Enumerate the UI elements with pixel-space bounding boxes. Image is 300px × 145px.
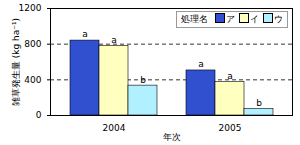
svg-text:800: 800: [24, 39, 41, 49]
html-text:処理名: 処理名: [181, 14, 208, 24]
svg-text:b: b: [256, 98, 262, 108]
svg-text:雑草発生量 (kg ha⁻¹): 雑草発生量 (kg ha⁻¹): [11, 18, 21, 106]
svg-text:年次: 年次: [163, 132, 181, 142]
svg-text:b: b: [140, 75, 146, 85]
svg-text:a: a: [227, 71, 233, 81]
svg-text:2004: 2004: [103, 123, 126, 133]
svg-text:a: a: [111, 35, 117, 45]
svg-text:2005: 2005: [219, 123, 242, 133]
svg-text:a: a: [198, 59, 204, 69]
svg-text:1200: 1200: [19, 3, 42, 13]
svg-text:0: 0: [36, 110, 42, 120]
html-text:イ: イ: [250, 14, 259, 24]
html-text:ア: ア: [226, 14, 235, 24]
html-text:ウ: ウ: [274, 14, 283, 24]
svg-text:a: a: [82, 29, 88, 39]
svg-text:400: 400: [24, 75, 41, 85]
